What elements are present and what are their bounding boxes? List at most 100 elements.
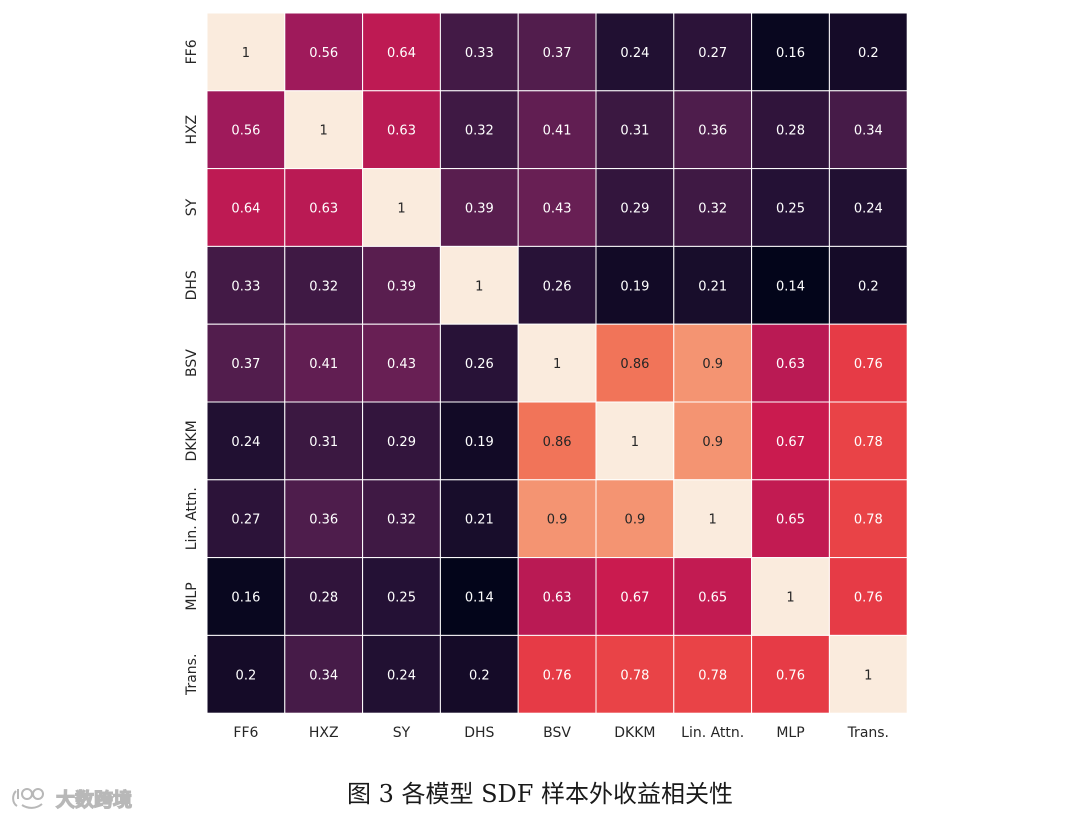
cell-value-label: 0.21 (698, 279, 727, 294)
heatmap-cell (828, 168, 908, 247)
cell-value-label: 0.56 (309, 46, 338, 61)
cell-value-label: 0.14 (776, 279, 805, 294)
heatmap-cell (828, 401, 908, 481)
heatmap-cell (439, 168, 519, 247)
heatmap-cell (206, 557, 286, 636)
heatmap-cell (517, 634, 597, 714)
cell-value-label: 0.32 (309, 279, 338, 294)
heatmap-cell (439, 245, 519, 325)
y-tick-label: HXZ (184, 115, 200, 145)
cell-value-label: 0.34 (309, 668, 338, 683)
heatmap-cell (828, 557, 908, 636)
y-tick-label: MLP (184, 582, 200, 610)
cell-value-label: 1 (242, 46, 250, 61)
cell-value-label: 0.2 (858, 279, 879, 294)
cell-value-label: 0.41 (543, 124, 572, 139)
cell-value-label: 0.24 (854, 202, 883, 217)
cell-value-label: 0.56 (231, 124, 260, 139)
heatmap-cell (673, 168, 753, 247)
cell-value-label: 0.27 (231, 513, 260, 528)
heatmap-cell (206, 168, 286, 247)
cell-value-label: 0.9 (625, 513, 646, 528)
y-tick-label: Trans. (184, 654, 200, 696)
cell-value-label: 0.39 (387, 279, 416, 294)
cell-value-label: 1 (475, 279, 483, 294)
cell-value-label: 1 (864, 668, 872, 683)
cell-value-label: 0.26 (543, 279, 572, 294)
heatmap-cell (595, 401, 675, 481)
heatmap-cell (517, 12, 597, 92)
heatmap-cell (284, 245, 364, 325)
heatmap-cell (673, 323, 753, 403)
cell-value-label: 0.63 (543, 591, 572, 606)
heatmap-cell (362, 557, 441, 636)
cell-value-label: 0.25 (776, 202, 805, 217)
heatmap-cell (517, 479, 597, 559)
cell-value-label: 0.64 (231, 202, 260, 217)
x-tick-label: DHS (464, 725, 494, 741)
cell-value-label: 0.31 (309, 435, 338, 450)
x-tick-label: BSV (543, 725, 571, 741)
cell-value-label: 0.64 (387, 46, 416, 61)
heatmap-cell (751, 245, 830, 325)
heatmap-cell (439, 401, 519, 481)
cell-value-label: 0.2 (236, 668, 257, 683)
heatmap-cell (517, 401, 597, 481)
cell-value-label: 0.16 (776, 46, 805, 61)
heatmap-cell (206, 245, 286, 325)
heatmap-cell (362, 12, 441, 92)
x-tick-label: SY (393, 725, 411, 741)
cell-value-label: 0.9 (702, 435, 723, 450)
cell-value-label: 0.76 (776, 668, 805, 683)
cell-value-label: 0.24 (387, 668, 416, 683)
heatmap-cell (595, 557, 675, 636)
cell-value-label: 0.78 (698, 668, 727, 683)
y-axis-tick-labels: FF6 HXZ SY DHS BSV DKKM Lin. Attn. MLP Trans. (184, 39, 200, 696)
x-tick-label: Lin. Attn. (681, 725, 744, 741)
heatmap-cell (206, 12, 286, 92)
cell-value-label: 0.63 (776, 357, 805, 372)
x-tick-label: FF6 (233, 725, 258, 741)
cell-value-label: 0.32 (698, 202, 727, 217)
watermark-text: 大数跨境 (55, 788, 133, 811)
cell-value-label: 0.29 (387, 435, 416, 450)
cell-value-label: 0.29 (620, 202, 649, 217)
heatmap-cell (439, 634, 519, 714)
cell-value-label: 0.28 (776, 124, 805, 139)
cell-value-label: 0.65 (776, 513, 805, 528)
cell-value-label: 1 (553, 357, 561, 372)
heatmap-cell (828, 245, 908, 325)
cell-value-label: 0.36 (309, 513, 338, 528)
heatmap-cell (206, 323, 286, 403)
heatmap-cell (362, 323, 441, 403)
cell-value-label: 0.67 (776, 435, 805, 450)
cell-value-label: 0.19 (465, 435, 494, 450)
watermark-logo-icon (12, 788, 44, 809)
cell-value-label: 0.2 (858, 46, 879, 61)
heatmap-cell (517, 168, 597, 247)
cell-value-label: 0.78 (854, 435, 883, 450)
y-tick-label: FF6 (184, 39, 200, 64)
cell-value-label: 0.25 (387, 591, 416, 606)
heatmap-cell (673, 479, 753, 559)
cell-value-label: 0.43 (543, 202, 572, 217)
heatmap-cells (206, 12, 908, 714)
cell-value-label: 0.33 (231, 279, 260, 294)
cell-value-label: 0.63 (309, 202, 338, 217)
y-tick-label: Lin. Attn. (184, 487, 200, 550)
heatmap-cell (284, 323, 364, 403)
heatmap-cell (595, 323, 675, 403)
cell-value-label: 0.78 (854, 513, 883, 528)
cell-value-label: 0.76 (543, 668, 572, 683)
cell-value-label: 0.37 (543, 46, 572, 61)
heatmap-cell (828, 634, 908, 714)
y-tick-label: DKKM (184, 420, 200, 461)
cell-value-label: 0.9 (547, 513, 568, 528)
cell-value-label: 1 (631, 435, 639, 450)
heatmap-cell (828, 90, 908, 170)
heatmap-cell (439, 90, 519, 170)
x-tick-label: DKKM (614, 725, 655, 741)
cell-value-label: 0.31 (620, 124, 649, 139)
cell-value-label: 0.21 (465, 513, 494, 528)
figure-caption: 图 3 各模型 SDF 样本外收益相关性 (346, 780, 734, 808)
